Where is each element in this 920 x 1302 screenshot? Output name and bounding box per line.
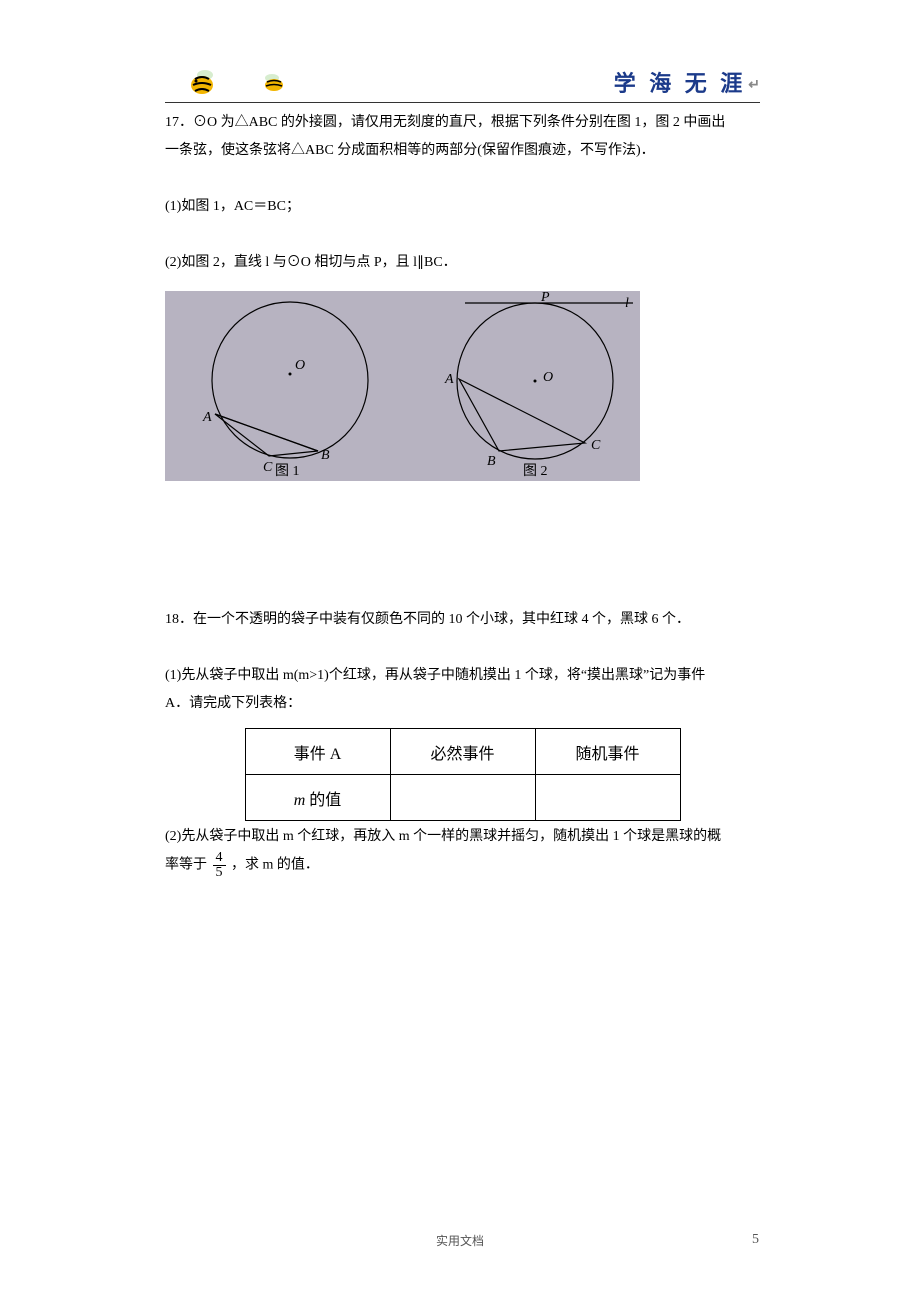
table-header-cell: 必然事件	[390, 729, 535, 775]
svg-text:C: C	[591, 438, 601, 453]
svg-text:A: A	[444, 372, 454, 387]
question-18: 18．在一个不透明的袋子中装有仅颜色不同的 10 个小球，其中红球 4 个，黑球…	[165, 606, 760, 880]
bee-small-icon	[258, 71, 290, 93]
svg-text:B: B	[487, 454, 496, 469]
q18-part1: (1)先从袋子中取出 m(m>1)个红球，再从袋子中随机摸出 1 个球，将“摸出…	[165, 662, 760, 718]
return-icon: ↵	[748, 77, 760, 94]
svg-text:O: O	[543, 370, 553, 385]
page-number: 5	[752, 1232, 759, 1248]
table-cell	[390, 775, 535, 821]
table-header-cell: 随机事件	[535, 729, 680, 775]
footer-label: 实用文档	[0, 1232, 920, 1249]
question-17: 17．⊙O 为△ABC 的外接圆，请仅用无刻度的直尺，根据下列条件分别在图 1，…	[165, 109, 760, 496]
bee-icon	[185, 65, 219, 99]
svg-text:图 1: 图 1	[275, 464, 300, 479]
svg-text:A: A	[202, 410, 212, 425]
q17-part2: (2)如图 2，直线 l 与⊙O 相切与点 P，且 l∥BC．	[165, 249, 760, 277]
q18-intro: 18．在一个不透明的袋子中装有仅颜色不同的 10 个小球，其中红球 4 个，黑球…	[165, 606, 760, 634]
q18-part2: (2)先从袋子中取出 m 个红球，再放入 m 个一样的黑球并摇匀，随机摸出 1 …	[165, 823, 760, 880]
q17-intro: 17．⊙O 为△ABC 的外接圆，请仅用无刻度的直尺，根据下列条件分别在图 1，…	[165, 109, 760, 165]
q17-part1: (1)如图 1，AC＝BC；	[165, 193, 760, 221]
fraction: 4 5	[213, 851, 226, 880]
svg-text:P: P	[540, 291, 550, 305]
q17-figure: O A B C 图 1 O P l A B C 图 2	[165, 291, 640, 481]
table-header-cell: 事件 A	[245, 729, 390, 775]
svg-text:l: l	[625, 296, 629, 311]
svg-text:C: C	[263, 460, 273, 475]
table-cell: m 的值	[245, 775, 390, 821]
svg-text:B: B	[321, 448, 330, 463]
header-motto: 学 海 无 涯↵	[614, 66, 760, 98]
q18-table: 事件 A 必然事件 随机事件 m 的值	[245, 728, 681, 821]
svg-text:O: O	[295, 358, 305, 373]
table-cell	[535, 775, 680, 821]
page-header: 学 海 无 涯↵	[165, 65, 760, 103]
svg-text:图 2: 图 2	[523, 464, 548, 479]
